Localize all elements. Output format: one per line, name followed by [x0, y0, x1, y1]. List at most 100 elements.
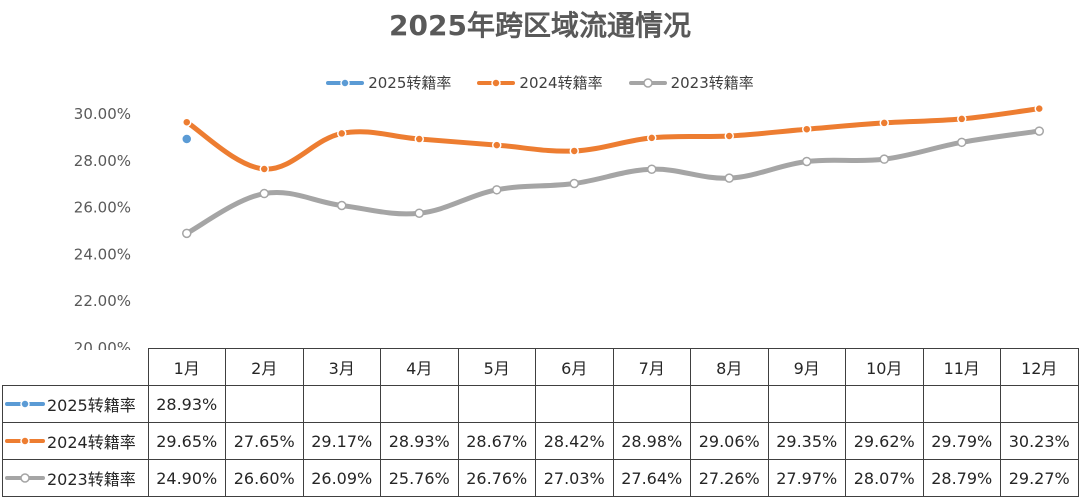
- data-point: [492, 185, 502, 195]
- data-point: [337, 200, 347, 211]
- x-category-label: 11月: [922, 348, 1001, 386]
- table-cell: [457, 385, 536, 423]
- table-cell: 29.27%: [1000, 459, 1079, 497]
- x-category-label: 1月: [147, 348, 226, 386]
- table-row: 2023转籍率 24.90% 26.60% 26.09% 25.76% 26.76% 27.…: [2, 459, 1079, 497]
- y-tick-label: 24.00%: [74, 245, 131, 263]
- legend-label-2023: 2023转籍率: [670, 74, 754, 92]
- table-cell: 26.60%: [225, 459, 304, 497]
- data-point: [569, 146, 579, 156]
- table-cell: 29.65%: [147, 422, 226, 460]
- table-cell: 28.93%: [380, 422, 459, 460]
- table-cell: 29.79%: [922, 422, 1001, 460]
- table-cell: [767, 385, 846, 423]
- data-point: [337, 128, 347, 139]
- table-cell: [612, 385, 691, 423]
- table-series-label: 2024转籍率: [2, 422, 149, 460]
- table-corner: [3, 349, 149, 386]
- chart-data-table: 1月 2月 3月 4月 5月 6月 7月 8月 9月 10月 11月 12月 2025转籍率 28.93%…: [2, 348, 1079, 497]
- x-category-label: 10月: [845, 348, 924, 386]
- table-cell: 26.76%: [457, 459, 536, 497]
- table-series-label: 2023转籍率: [2, 459, 149, 497]
- table-cell: 24.90%: [147, 459, 226, 497]
- legend-label-2024: 2024转籍率: [519, 74, 603, 92]
- data-point: [414, 208, 424, 218]
- table-cell: 27.26%: [690, 459, 769, 497]
- chart-legend: 2025转籍率 2024转籍率 2023转籍率: [0, 72, 1080, 93]
- data-point: [414, 134, 424, 144]
- data-point: [879, 154, 889, 164]
- y-tick-label: 22.00%: [74, 292, 131, 310]
- legend-item-2024: 2024转籍率: [477, 72, 603, 93]
- x-category-label: 9月: [767, 348, 846, 386]
- data-point: [492, 140, 502, 150]
- y-tick-label: 30.00%: [74, 105, 131, 123]
- series-marker-icon: [5, 399, 45, 409]
- table-cell: 28.42%: [535, 422, 614, 460]
- x-category-label: 8月: [690, 348, 769, 386]
- data-point: [724, 173, 734, 183]
- table-cell: 28.79%: [922, 459, 1001, 497]
- table-cell: [380, 385, 459, 423]
- y-tick-label: 26.00%: [74, 199, 131, 217]
- legend-marker-2024-icon: [477, 77, 516, 88]
- chart-title: 2025年跨区域流通情况: [389, 9, 691, 42]
- data-point: [181, 133, 193, 145]
- x-category-label: 3月: [302, 348, 381, 386]
- series-marker-icon: [5, 473, 45, 483]
- series-marker-icon: [5, 436, 45, 446]
- data-point: [879, 118, 889, 128]
- table-cell: [535, 385, 614, 423]
- data-point: [647, 133, 657, 143]
- table-cell: [1000, 385, 1079, 423]
- table-cell: 28.07%: [845, 459, 924, 497]
- y-tick-label: 20.00%: [74, 339, 131, 350]
- data-point: [802, 156, 812, 167]
- table-cell: 27.97%: [767, 459, 846, 497]
- table-cell: 30.23%: [1000, 422, 1079, 460]
- legend-marker-2025-icon: [326, 77, 365, 88]
- data-point: [569, 178, 579, 189]
- data-point: [957, 137, 967, 148]
- table-cell: 28.93%: [147, 385, 226, 423]
- series-line-1: [184, 106, 1042, 172]
- data-point: [724, 131, 734, 141]
- data-point: [647, 164, 657, 174]
- data-point: [182, 228, 192, 239]
- table-cell: 29.17%: [302, 422, 381, 460]
- data-point: [1034, 126, 1044, 136]
- data-point: [802, 124, 812, 134]
- x-category-label: 12月: [1000, 348, 1079, 386]
- table-row: 2025转籍率 28.93%: [2, 385, 1079, 423]
- table-cell: [690, 385, 769, 423]
- table-row: 2024转籍率 29.65% 27.65% 29.17% 28.93% 28.67% 28.…: [2, 422, 1079, 460]
- table-cell: 28.67%: [457, 422, 536, 460]
- data-point: [259, 164, 269, 174]
- x-category-label: 4月: [380, 348, 459, 386]
- table-cell: 29.62%: [845, 422, 924, 460]
- chart-plot-area: 30.00% 28.00% 26.00% 24.00% 22.00% 20.00%: [74, 103, 1044, 350]
- legend-label-2025: 2025转籍率: [368, 74, 452, 92]
- legend-marker-2023-icon: [628, 77, 667, 88]
- table-cell: [922, 385, 1001, 423]
- table-cell: [225, 385, 304, 423]
- table-cell: 27.03%: [535, 459, 614, 497]
- table-cell: 25.76%: [380, 459, 459, 497]
- table-cell: [302, 385, 381, 423]
- x-category-label: 7月: [612, 348, 691, 386]
- table-cell: 27.64%: [612, 459, 691, 497]
- legend-item-2025: 2025转籍率: [326, 72, 451, 93]
- data-point: [182, 117, 192, 127]
- data-point: [259, 188, 269, 199]
- table-cell: 29.06%: [690, 422, 769, 460]
- table-series-label: 2025转籍率: [2, 385, 149, 423]
- legend-item-2023: 2023转籍率: [628, 72, 754, 93]
- data-point: [957, 114, 967, 124]
- x-category-label: 6月: [535, 348, 614, 386]
- data-point: [1034, 103, 1044, 114]
- table-cell: 29.35%: [767, 422, 846, 460]
- table-cell: 27.65%: [225, 422, 304, 460]
- table-cell: 26.09%: [302, 459, 381, 497]
- x-category-label: 5月: [457, 348, 536, 386]
- x-category-label: 2月: [225, 348, 304, 386]
